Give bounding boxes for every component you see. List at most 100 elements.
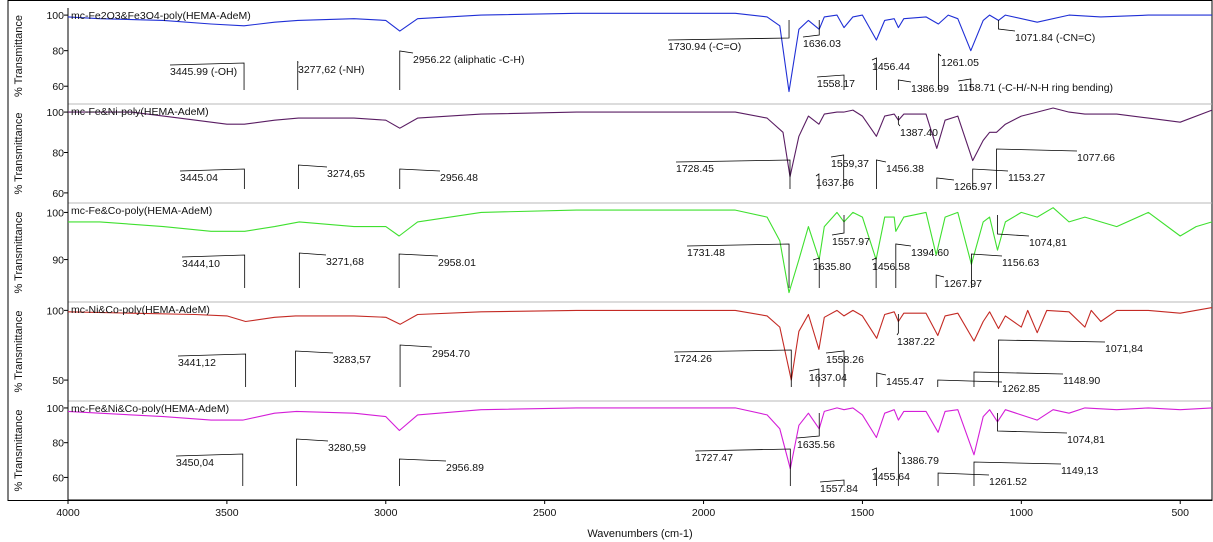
peak-label: 3274,65 xyxy=(327,168,365,180)
peak-label: 3445.99 (-OH) xyxy=(170,66,237,78)
series-name-label: mc-Fe&Ni-poly(HEMA-AdeM) xyxy=(71,106,209,118)
peak-leader-line xyxy=(694,448,791,486)
y-tick-label: 90 xyxy=(52,255,64,267)
peak-leader-line xyxy=(936,177,955,189)
peak-label: 1261.52 xyxy=(989,476,1027,488)
series-line xyxy=(68,207,1213,294)
x-tick-label: 4000 xyxy=(56,507,80,519)
peak-label: 1558.17 xyxy=(817,78,855,90)
series-name-label: mc-Fe&Co-poly(HEMA-AdeM) xyxy=(71,205,212,217)
x-tick-label: 2500 xyxy=(533,507,557,519)
y-tick-label: 100 xyxy=(46,305,64,317)
peak-label: 1455.64 xyxy=(872,471,910,483)
y-tick-label: 60 xyxy=(52,472,64,484)
peak-leader-line xyxy=(177,353,247,387)
y-tick-label: 80 xyxy=(52,438,64,450)
peak-label: 1557.84 xyxy=(820,483,858,495)
y-axis-label: % Transmittance xyxy=(13,410,25,492)
peak-leader-line xyxy=(896,314,899,336)
peak-label: 1074,81 xyxy=(1067,434,1105,446)
peak-leader-line xyxy=(937,379,1003,387)
peak-leader-line xyxy=(399,168,441,189)
peak-label: 1731.48 xyxy=(687,247,725,259)
peak-label: 3277,62 (-NH) xyxy=(298,64,365,76)
series-name-label: mc-Ni&Co-poly(HEMA-AdeM) xyxy=(71,304,210,316)
peak-label: 2956.89 xyxy=(446,462,484,474)
x-tick-label: 1500 xyxy=(851,507,875,519)
peak-leader-line xyxy=(399,50,414,90)
peak-leader-line xyxy=(399,458,447,486)
peak-leader-line xyxy=(871,467,877,486)
peak-label: 1455.47 xyxy=(886,376,924,388)
peak-label: 3280,59 xyxy=(328,442,366,454)
peak-leader-line xyxy=(179,168,245,189)
peak-leader-line xyxy=(169,62,245,90)
peak-leader-line xyxy=(897,451,902,486)
peak-leader-line xyxy=(175,453,244,486)
peak-leader-line xyxy=(296,438,329,486)
y-tick-label: 60 xyxy=(52,188,64,200)
peak-label: 3283,57 xyxy=(333,354,371,366)
peak-leader-line xyxy=(973,371,1064,387)
peak-label: 1386.99 xyxy=(911,83,949,95)
peak-leader-line xyxy=(667,20,790,41)
y-tick-label: 80 xyxy=(52,147,64,159)
peak-leader-line xyxy=(297,164,328,189)
peak-leader-line xyxy=(830,154,845,189)
peak-leader-line xyxy=(997,413,1068,434)
peak-leader-line xyxy=(876,159,887,189)
peak-label: 1156.63 xyxy=(1002,257,1039,269)
peak-label: 1635.80 xyxy=(813,261,851,273)
peak-label: 1557.97 xyxy=(832,236,870,248)
peak-label: 1456.58 xyxy=(872,261,910,273)
peak-label: 1153.27 xyxy=(1008,172,1045,184)
peak-leader-line xyxy=(398,253,439,288)
peak-leader-line xyxy=(973,461,1062,486)
series-name-label: mc-Fe2O3&Fe3O4-poly(HEMA-AdeM) xyxy=(71,10,251,22)
peak-label: 1077.66 xyxy=(1077,152,1115,164)
y-tick-label: 80 xyxy=(52,46,64,58)
peak-leader-line xyxy=(831,215,845,236)
peak-leader-line xyxy=(816,74,845,90)
peak-label: 1730.94 (-C=O) xyxy=(668,41,741,53)
peak-leader-line xyxy=(998,339,1106,387)
peak-leader-line xyxy=(675,159,791,189)
peak-label: 1071.84 (-CN=C) xyxy=(1015,32,1095,44)
peak-leader-line xyxy=(876,372,887,387)
peak-label: 1558.26 xyxy=(826,354,864,366)
series-name-label: mc-Fe&Ni&Co-poly(HEMA-AdeM) xyxy=(71,403,229,415)
peak-leader-line xyxy=(181,254,246,288)
y-axis-label: % Transmittance xyxy=(13,15,25,97)
peak-label: 1637.36 xyxy=(816,177,854,189)
peak-label: 1637.04 xyxy=(809,372,847,384)
peak-leader-line xyxy=(971,253,1003,288)
x-tick-label: 2000 xyxy=(692,507,716,519)
peak-leader-line xyxy=(295,350,334,387)
peak-leader-line xyxy=(399,344,433,387)
peak-label: 1635.56 xyxy=(797,439,835,451)
peak-leader-line xyxy=(808,368,820,387)
x-tick-label: 500 xyxy=(1171,507,1189,519)
peak-label: 1158.71 (-C-H/-N-H ring bending) xyxy=(958,82,1113,94)
peak-leader-line xyxy=(897,116,901,127)
peak-label: 1261.05 xyxy=(941,57,979,69)
peak-label: 1456.44 xyxy=(872,61,910,73)
y-tick-label: 100 xyxy=(46,403,64,415)
series-line xyxy=(67,407,1213,470)
peak-leader-line xyxy=(957,78,972,90)
peak-label: 1074,81 xyxy=(1029,237,1067,249)
x-tick-label: 1000 xyxy=(1010,507,1034,519)
peak-label: 1728.45 xyxy=(676,163,714,175)
peak-label: 1071,84 xyxy=(1105,343,1143,355)
peak-leader-line xyxy=(935,274,945,288)
peak-label: 1148.90 xyxy=(1063,375,1100,387)
peak-label: 3271,68 xyxy=(326,256,364,268)
peak-label: 2954.70 xyxy=(432,348,470,360)
peak-label: 2956.48 xyxy=(440,172,478,184)
peak-leader-line xyxy=(796,413,820,439)
y-axis-label: % Transmittance xyxy=(13,113,25,195)
x-tick-label: 3000 xyxy=(374,507,398,519)
peak-leader-line xyxy=(937,472,990,486)
peak-leader-line xyxy=(673,349,792,387)
